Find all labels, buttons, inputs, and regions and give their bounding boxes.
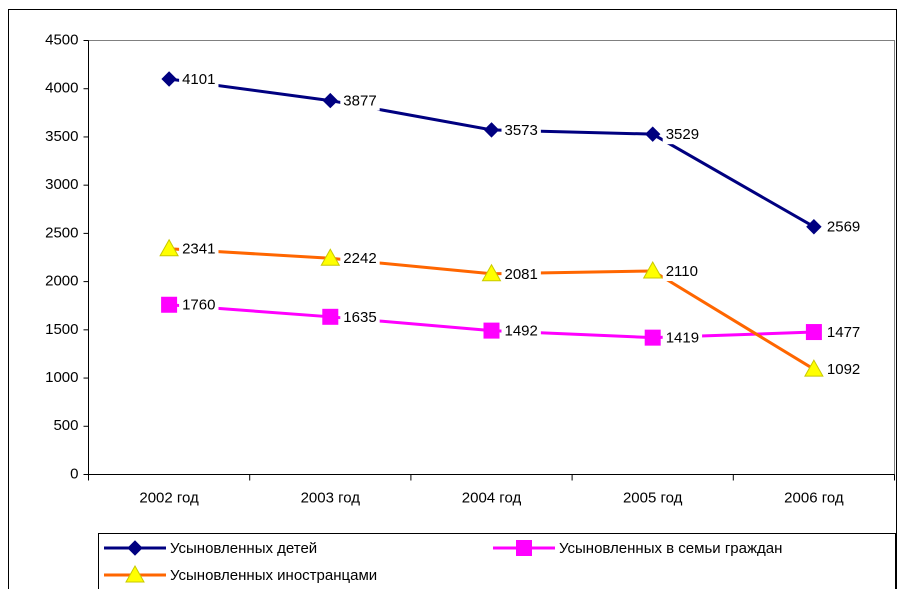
legend-marker	[127, 540, 143, 556]
data-label-bg	[340, 306, 380, 327]
data-point	[159, 238, 179, 257]
data-label-bg	[501, 320, 541, 341]
data-label: 1492	[505, 323, 538, 340]
data-label: 3573	[505, 122, 538, 139]
data-point	[320, 248, 341, 266]
data-point	[644, 329, 661, 346]
legend-label: Усыновленных иностранцами	[170, 567, 377, 584]
y-tick-label: 4000	[45, 80, 78, 97]
x-tick-label: 2005 год	[623, 489, 683, 506]
y-tick-label: 1000	[45, 369, 78, 386]
data-point	[644, 126, 661, 142]
data-label-bg	[823, 322, 864, 343]
y-tick-label: 3500	[45, 128, 78, 145]
legend-label: Усыновленных в семьи граждан	[559, 540, 782, 557]
data-label: 2341	[182, 241, 215, 258]
data-label: 1760	[182, 297, 215, 314]
data-label: 3529	[666, 126, 699, 143]
data-label-bg	[179, 238, 219, 259]
x-tick-label: 2006 год	[784, 489, 844, 506]
x-tick-label: 2003 год	[301, 489, 361, 506]
data-label-bg	[179, 294, 219, 315]
y-tick-label: 2500	[45, 224, 78, 241]
legend-label: Усыновленных детей	[170, 540, 317, 557]
data-label-bg	[340, 90, 380, 111]
data-label: 2242	[343, 250, 376, 267]
data-point	[322, 308, 339, 325]
data-label: 2110	[666, 263, 698, 280]
y-tick-label: 2000	[45, 273, 78, 290]
x-tick-label: 2004 год	[462, 489, 522, 506]
x-tick-label: 2002 год	[139, 489, 199, 506]
data-point	[161, 296, 178, 313]
data-label-bg	[662, 124, 703, 145]
chart-frame	[8, 9, 897, 589]
data-label-bg	[662, 327, 703, 348]
y-tick-label: 0	[70, 465, 78, 482]
data-point	[804, 359, 824, 377]
data-label-bg	[501, 119, 541, 140]
data-label: 1635	[343, 309, 376, 326]
y-tick-label: 3000	[45, 176, 78, 193]
data-label-bg	[340, 248, 380, 269]
y-tick-label: 4500	[45, 31, 78, 48]
data-label-bg	[179, 68, 219, 89]
data-label-bg	[662, 261, 701, 282]
data-label: 3877	[343, 93, 376, 110]
y-tick-label: 1500	[45, 321, 78, 338]
data-label: 1092	[827, 361, 860, 378]
data-point	[483, 322, 500, 339]
data-label: 4101	[182, 71, 215, 88]
data-point	[483, 122, 500, 138]
data-label: 2569	[827, 219, 860, 236]
data-label-bg	[823, 216, 864, 237]
data-label-bg	[823, 359, 864, 380]
legend-marker	[516, 540, 532, 556]
data-point	[805, 324, 822, 341]
y-tick-label: 500	[53, 417, 78, 434]
data-point	[322, 92, 339, 109]
data-point	[642, 260, 663, 279]
data-point	[161, 71, 177, 87]
legend-box	[98, 533, 896, 589]
data-point	[481, 263, 502, 282]
data-label-bg	[501, 263, 541, 284]
data-label: 2081	[505, 266, 538, 283]
data-label: 1419	[666, 330, 699, 347]
data-point	[806, 219, 822, 235]
data-label: 1477	[827, 324, 860, 341]
legend-marker	[125, 564, 145, 583]
